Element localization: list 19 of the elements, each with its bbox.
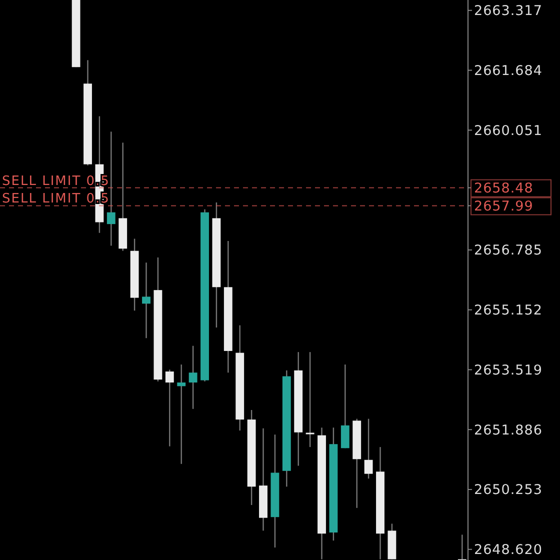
y-tick-label: 2656.785 [474,242,542,259]
y-tick-label: 2657.99 [474,198,534,214]
candlestick [364,418,373,480]
candlestick [106,131,116,246]
y-tick-label: 2658.48 [474,180,534,196]
y-tick-label: 2655.152 [474,302,542,319]
candlestick [306,351,314,448]
candlestick [188,345,198,410]
y-tick-label: 2653.519 [474,362,542,378]
candlestick [165,369,174,447]
y-tick-label: 2660.051 [474,122,542,139]
y-tick-label: 2661.684 [474,62,542,79]
candlestick [142,262,150,339]
y-tick-label: 2651.886 [474,422,542,438]
y-tick-label: 2663.317 [474,3,542,20]
candlestick [340,364,350,449]
y-tick-label: 2648.620 [474,542,542,558]
y-tick-label: 2650.253 [474,482,542,498]
candlestick [177,364,186,465]
